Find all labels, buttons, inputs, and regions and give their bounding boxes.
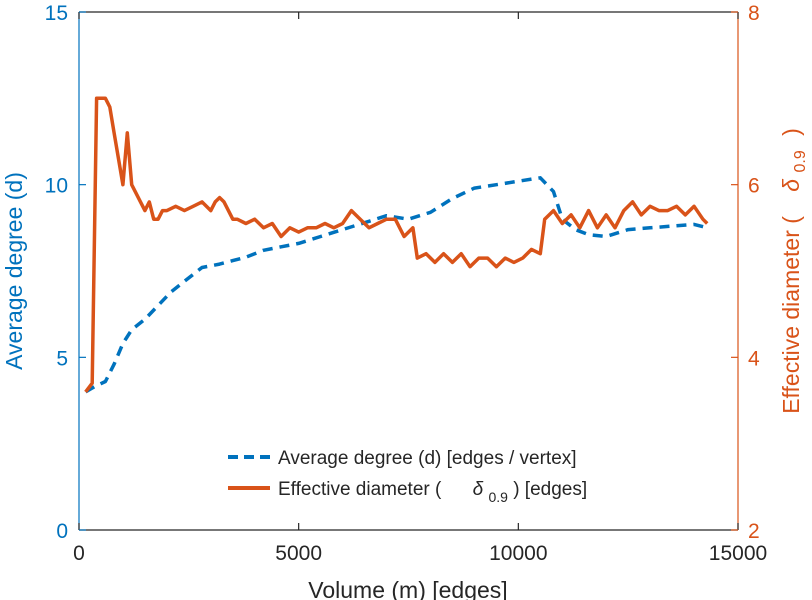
left-y-tick-label: 15 [45,2,68,25]
legend-label-effective-diameter: Effective diameter ( δ 0.9 ) [edges] [278,479,587,507]
x-tick-label: 15000 [709,542,767,565]
right-y-axis-label-suffix: ) [778,128,804,136]
legend-label-effective-diameter-subscript: 0.9 [488,489,508,505]
x-axis-label: Volume (m) [edges] [308,577,507,600]
series-line-effective-diameter [84,96,709,393]
legend: Average degree (d) [edges / vertex] Effe… [228,448,587,507]
right-y-tick-label: 8 [748,2,760,25]
left-y-tick-label: 10 [45,175,68,198]
right-y-axis-label: Effective diameter ( δ 0.9 ) [778,128,810,414]
right-y-axis-label-subscript: 0.9 [792,150,809,172]
left-y-tick-label: 0 [56,520,68,543]
ticks-layer: 0 5000 10000 15000 0 5 10 15 2 4 6 8 [45,2,768,565]
series-layer [84,96,709,394]
legend-label-average-degree: Average degree (d) [edges / vertex] [278,448,577,469]
left-y-axis-label: Average degree (d) [1,172,27,370]
legend-label-effective-diameter-suffix: ) [edges] [513,479,587,500]
legend-label-effective-diameter-prefix: Effective diameter ( [278,479,442,500]
right-y-tick-label: 4 [748,347,760,370]
legend-label-effective-diameter-symbol: δ [473,479,484,500]
right-y-axis-label-prefix: Effective diameter ( [778,216,804,414]
x-tick-label: 10000 [489,542,547,565]
right-y-tick-label: 2 [748,520,760,543]
right-y-tick-label: 6 [748,175,760,198]
series-line-average-degree [84,176,708,394]
x-tick-label: 5000 [275,542,322,565]
x-tick-label: 0 [73,542,85,565]
right-y-axis-label-symbol: δ [778,179,804,192]
left-y-tick-label: 5 [56,347,68,370]
